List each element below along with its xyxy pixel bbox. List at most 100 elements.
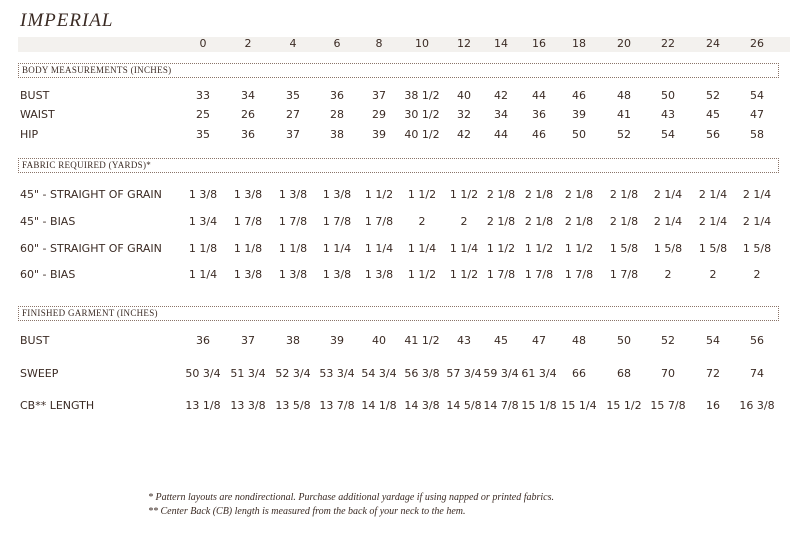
cell-value: 38 bbox=[330, 128, 344, 141]
cell-value: 15 1/2 bbox=[606, 399, 642, 412]
cell-value: 1 5/8 bbox=[742, 242, 772, 255]
cell-value: 38 1/2 bbox=[404, 89, 440, 102]
cell-value: 1 1/4 bbox=[322, 242, 352, 255]
cell-value: 66 bbox=[572, 367, 586, 380]
cell-value: 34 bbox=[241, 89, 255, 102]
cell-value: 1 1/4 bbox=[449, 242, 479, 255]
cell-value: 35 bbox=[286, 89, 300, 102]
cell-value: 14 5/8 bbox=[446, 399, 482, 412]
size-header: 12 bbox=[457, 37, 471, 50]
size-header: 26 bbox=[750, 37, 764, 50]
size-header: 14 bbox=[494, 37, 508, 50]
cell-value: 58 bbox=[750, 128, 764, 141]
cell-value: 2 1/8 bbox=[564, 188, 594, 201]
cell-value: 72 bbox=[706, 367, 720, 380]
cell-value: 28 bbox=[330, 108, 344, 121]
cell-value: 14 1/8 bbox=[361, 399, 397, 412]
size-header: 2 bbox=[244, 37, 252, 50]
cell-value: 1 3/8 bbox=[364, 268, 394, 281]
cell-value: 39 bbox=[572, 108, 586, 121]
cell-value: 41 1/2 bbox=[404, 334, 440, 347]
header-band bbox=[18, 37, 790, 52]
size-header: 4 bbox=[289, 37, 297, 50]
size-header: 18 bbox=[572, 37, 586, 50]
cell-value: 42 bbox=[494, 89, 508, 102]
cell-value: 2 bbox=[418, 215, 426, 228]
cell-value: 36 bbox=[196, 334, 210, 347]
footnote: ** Center Back (CB) length is measured f… bbox=[148, 506, 466, 517]
cell-value: 30 1/2 bbox=[404, 108, 440, 121]
cell-value: 2 1/8 bbox=[609, 188, 639, 201]
cell-value: 2 1/4 bbox=[653, 188, 683, 201]
cell-value: 2 1/4 bbox=[698, 188, 728, 201]
cell-value: 2 bbox=[753, 268, 761, 281]
cell-value: 36 bbox=[330, 89, 344, 102]
cell-value: 1 1/4 bbox=[407, 242, 437, 255]
cell-value: 44 bbox=[494, 128, 508, 141]
cell-value: 13 3/8 bbox=[230, 399, 266, 412]
cell-value: 13 1/8 bbox=[185, 399, 221, 412]
cell-value: 1 3/8 bbox=[322, 188, 352, 201]
cell-value: 1 7/8 bbox=[609, 268, 639, 281]
cell-value: 1 1/2 bbox=[407, 268, 437, 281]
cell-value: 46 bbox=[532, 128, 546, 141]
cell-value: 1 1/8 bbox=[278, 242, 308, 255]
cell-value: 2 1/8 bbox=[609, 215, 639, 228]
cell-value: 52 bbox=[617, 128, 631, 141]
cell-value: 13 7/8 bbox=[319, 399, 355, 412]
cell-value: 48 bbox=[572, 334, 586, 347]
cell-value: 34 bbox=[494, 108, 508, 121]
cell-value: 54 bbox=[661, 128, 675, 141]
section-heading: BODY MEASUREMENTS (INCHES) bbox=[18, 63, 779, 78]
cell-value: 29 bbox=[372, 108, 386, 121]
cell-value: 74 bbox=[750, 367, 764, 380]
cell-value: 1 3/4 bbox=[188, 215, 218, 228]
cell-value: 27 bbox=[286, 108, 300, 121]
cell-value: 1 7/8 bbox=[364, 215, 394, 228]
cell-value: 52 bbox=[706, 89, 720, 102]
cell-value: 1 1/2 bbox=[486, 242, 516, 255]
row-label: HIP bbox=[20, 128, 39, 141]
cell-value: 70 bbox=[661, 367, 675, 380]
cell-value: 16 3/8 bbox=[739, 399, 775, 412]
cell-value: 2 1/8 bbox=[486, 215, 516, 228]
cell-value: 2 1/4 bbox=[698, 215, 728, 228]
row-label: CB** LENGTH bbox=[20, 399, 95, 412]
cell-value: 39 bbox=[330, 334, 344, 347]
cell-value: 1 1/2 bbox=[364, 188, 394, 201]
cell-value: 1 1/2 bbox=[449, 188, 479, 201]
cell-value: 1 1/2 bbox=[407, 188, 437, 201]
cell-value: 1 7/8 bbox=[322, 215, 352, 228]
cell-value: 56 bbox=[750, 334, 764, 347]
cell-value: 15 1/4 bbox=[561, 399, 597, 412]
row-label: 45" - BIAS bbox=[20, 215, 76, 228]
size-header: 10 bbox=[415, 37, 429, 50]
cell-value: 45 bbox=[706, 108, 720, 121]
size-header: 6 bbox=[333, 37, 341, 50]
cell-value: 2 bbox=[664, 268, 672, 281]
cell-value: 1 1/8 bbox=[188, 242, 218, 255]
row-label: 45" - STRAIGHT OF GRAIN bbox=[20, 188, 162, 201]
cell-value: 2 bbox=[460, 215, 468, 228]
row-label: 60" - BIAS bbox=[20, 268, 76, 281]
cell-value: 35 bbox=[196, 128, 210, 141]
cell-value: 1 1/4 bbox=[188, 268, 218, 281]
cell-value: 1 1/2 bbox=[449, 268, 479, 281]
size-header: 8 bbox=[375, 37, 383, 50]
title: IMPERIAL bbox=[20, 10, 114, 31]
cell-value: 26 bbox=[241, 108, 255, 121]
cell-value: 51 3/4 bbox=[230, 367, 266, 380]
cell-value: 50 bbox=[572, 128, 586, 141]
cell-value: 1 1/4 bbox=[364, 242, 394, 255]
cell-value: 25 bbox=[196, 108, 210, 121]
cell-value: 1 7/8 bbox=[233, 215, 263, 228]
cell-value: 43 bbox=[457, 334, 471, 347]
cell-value: 56 bbox=[706, 128, 720, 141]
cell-value: 42 bbox=[457, 128, 471, 141]
cell-value: 36 bbox=[532, 108, 546, 121]
cell-value: 50 bbox=[661, 89, 675, 102]
cell-value: 1 5/8 bbox=[698, 242, 728, 255]
cell-value: 37 bbox=[241, 334, 255, 347]
size-header: 22 bbox=[661, 37, 675, 50]
